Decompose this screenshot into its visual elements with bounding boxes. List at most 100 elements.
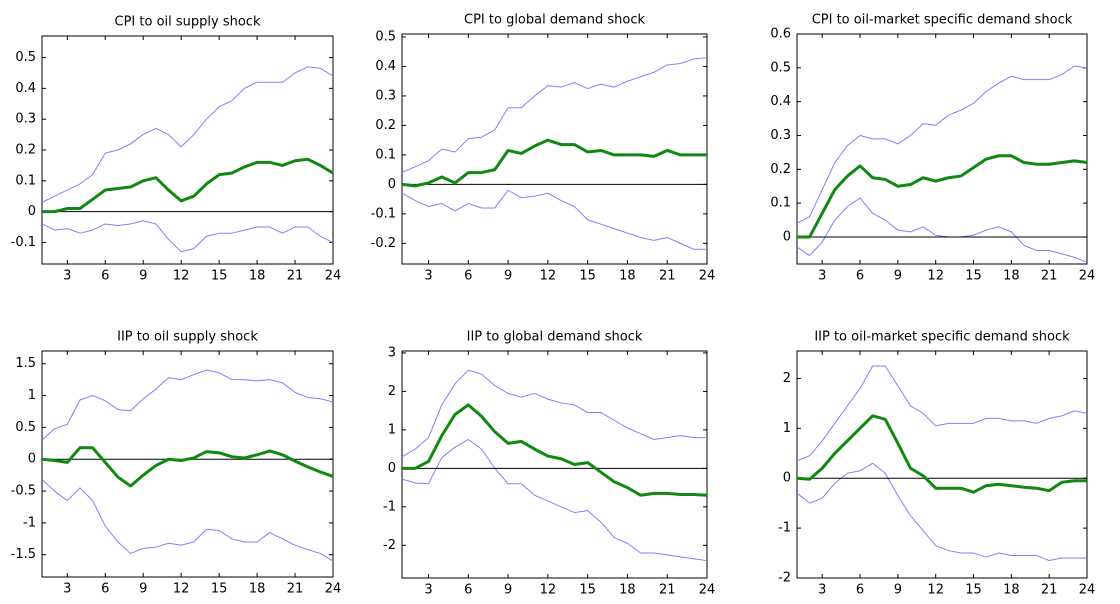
y-tick-label: 1 <box>388 422 396 437</box>
x-tick-label: 9 <box>139 269 147 284</box>
median-line <box>41 446 334 488</box>
x-tick-label: 9 <box>504 269 512 284</box>
band-line <box>41 220 334 253</box>
y-tick-label: 1 <box>783 421 791 436</box>
median-line <box>402 403 708 497</box>
x-tick-label: 6 <box>101 269 109 284</box>
x-tick-label: 24 <box>1079 583 1096 598</box>
plot-frame <box>796 33 1088 265</box>
x-tick-label: 3 <box>818 269 826 284</box>
y-tick-label: -1 <box>383 499 396 514</box>
y-tick-label: -0.5 <box>11 484 36 499</box>
y-tick-label: 0.5 <box>375 29 396 44</box>
x-tick-label: 12 <box>173 582 190 597</box>
plot-frame <box>41 350 334 578</box>
y-tick-label: 1.5 <box>15 356 36 371</box>
y-tick-label: -1 <box>778 521 791 536</box>
x-tick-label: 21 <box>287 269 304 284</box>
band-line <box>796 65 1088 224</box>
chart-title: IIP to oil supply shock <box>117 330 258 345</box>
x-tick-label: 9 <box>894 269 902 284</box>
x-tick-label: 12 <box>173 269 190 284</box>
y-tick-label: -2 <box>778 571 791 586</box>
x-tick-label: 18 <box>619 583 636 598</box>
band-line <box>401 369 707 458</box>
x-tick-label: 18 <box>249 269 266 284</box>
y-tick-label: 0.1 <box>375 147 396 162</box>
x-tick-label: 6 <box>856 269 864 284</box>
x-tick-label: 21 <box>659 269 676 284</box>
median-line <box>797 154 1088 239</box>
x-tick-label: 15 <box>965 269 982 284</box>
chart-title: CPI to oil-market specific demand shock <box>812 13 1073 28</box>
x-tick-label: 15 <box>579 269 596 284</box>
y-tick-label: 0 <box>388 461 396 476</box>
x-tick-label: 6 <box>464 269 472 284</box>
x-tick-label: 18 <box>249 582 266 597</box>
x-tick-label: 3 <box>424 269 432 284</box>
y-tick-label: 3 <box>388 345 396 360</box>
x-tick-label: 9 <box>504 583 512 598</box>
band-line <box>796 365 1088 462</box>
y-tick-label: 0 <box>28 204 36 219</box>
x-tick-label: 9 <box>139 582 147 597</box>
x-tick-label: 21 <box>1041 269 1058 284</box>
x-tick-label: 9 <box>894 583 902 598</box>
y-tick-label: -0.2 <box>371 236 396 251</box>
x-tick-label: 15 <box>579 583 596 598</box>
plot-frame <box>796 350 1088 579</box>
x-tick-label: 6 <box>464 583 472 598</box>
x-tick-label: 12 <box>927 269 944 284</box>
x-tick-label: 21 <box>287 582 304 597</box>
y-tick-label: 2 <box>783 371 791 386</box>
y-tick-label: 0.2 <box>770 162 791 177</box>
band-line <box>401 57 708 174</box>
x-tick-label: 3 <box>818 583 826 598</box>
band-line <box>796 197 1088 263</box>
band-line <box>41 66 334 203</box>
median-line <box>401 138 707 188</box>
y-tick-label: 2 <box>388 384 396 399</box>
x-tick-label: 15 <box>965 583 982 598</box>
y-tick-label: 0 <box>783 229 791 244</box>
x-tick-label: 15 <box>211 269 228 284</box>
y-tick-label: 0 <box>28 452 36 467</box>
band-line <box>41 369 334 441</box>
x-tick-label: 21 <box>659 583 676 598</box>
y-tick-label: -1 <box>23 515 36 530</box>
y-tick-label: -2 <box>383 538 396 553</box>
chart-title: IIP to oil-market specific demand shock <box>814 330 1070 345</box>
median-line <box>42 157 334 214</box>
x-tick-label: 24 <box>699 583 716 598</box>
x-tick-label: 18 <box>1003 269 1020 284</box>
band-line <box>401 189 707 250</box>
chart-title: CPI to oil supply shock <box>115 15 261 30</box>
median-line <box>796 414 1087 494</box>
x-tick-label: 24 <box>325 582 342 597</box>
x-tick-label: 24 <box>699 269 716 284</box>
x-tick-label: 3 <box>424 583 432 598</box>
y-tick-label: 0.3 <box>770 128 791 143</box>
x-tick-label: 18 <box>619 269 636 284</box>
x-tick-label: 3 <box>63 582 71 597</box>
y-tick-label: 0.1 <box>15 173 36 188</box>
x-tick-label: 18 <box>1003 583 1020 598</box>
y-tick-label: 0.3 <box>375 88 396 103</box>
y-tick-label: 0.4 <box>15 81 36 96</box>
y-tick-label: 0.4 <box>770 94 791 109</box>
y-tick-label: -0.1 <box>371 206 396 221</box>
x-tick-label: 24 <box>1079 269 1096 284</box>
y-tick-label: 0.2 <box>15 143 36 158</box>
y-tick-label: 0.1 <box>770 196 791 211</box>
y-tick-label: -0.1 <box>11 235 36 250</box>
y-tick-label: 1 <box>28 388 36 403</box>
x-tick-label: 21 <box>1041 583 1058 598</box>
plot-frame <box>401 350 708 579</box>
y-tick-label: -1.5 <box>11 547 36 562</box>
band-line <box>41 479 334 562</box>
x-tick-label: 3 <box>63 269 71 284</box>
y-tick-label: 0.6 <box>770 27 791 42</box>
x-tick-label: 12 <box>927 583 944 598</box>
